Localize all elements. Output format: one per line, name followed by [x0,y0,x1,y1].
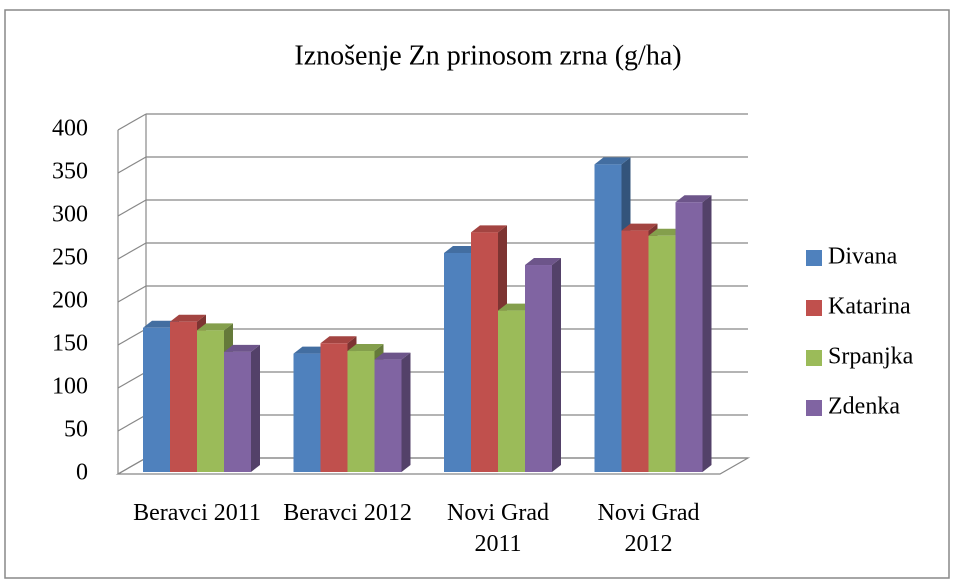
x-tick-label: Beravci 2011 [133,500,261,526]
grid-line-side [117,328,147,346]
y-tick-label: 350 [52,159,88,185]
bar [444,252,471,472]
legend-label: Katarina [828,294,911,320]
bar [170,321,197,472]
legend-label: Divana [828,244,898,270]
legend-swatch [806,300,822,316]
x-tick-label: Novi Grad 2012 [597,500,700,557]
bar-top [621,223,658,231]
bar-side [401,352,411,472]
y-tick-label: 250 [52,245,88,271]
grid-line-side [117,242,147,260]
bar [621,230,649,472]
bar-top [471,225,507,233]
bar-top [374,352,411,360]
grid-line-side [117,414,147,432]
bar-top [525,258,561,266]
bar [648,235,676,472]
legend-swatch [806,350,822,366]
bar-top [197,323,233,331]
bar [320,343,348,472]
bar [525,265,552,472]
y-tick-label: 150 [52,331,88,357]
legend-label: Zdenka [828,394,900,420]
bar [594,164,622,472]
bar-side [251,344,260,472]
chart-title: Iznošenje Zn prinosom zrna (g/ha) [294,40,681,71]
bar [293,353,321,472]
bar [197,330,224,472]
grid-line-side [117,371,147,389]
grid-line-side [117,199,147,217]
x-tick-label: Beravci 2012 [283,500,412,526]
bar-top [347,344,384,352]
bar [498,310,525,472]
legend-label: Srpanjka [828,344,914,370]
floor [115,457,751,475]
y-tick-label: 100 [52,374,88,400]
bar [224,351,251,472]
bar-top [320,336,357,344]
bar-top [594,157,631,165]
bar-top [170,314,206,322]
bar [675,202,703,473]
y-tick-label: 300 [52,202,88,228]
y-tick-label: 0 [76,460,88,486]
bar [347,351,375,472]
bar-top [224,344,260,352]
y-tick-label: 200 [52,288,88,314]
grid-line-side [117,113,147,131]
bar [471,232,498,472]
grid-line-side [117,285,147,303]
bar-side [702,195,712,473]
legend-swatch [806,400,822,416]
grid-line-side [117,156,147,174]
y-tick-label: 50 [64,417,88,443]
x-tick-label: Novi Grad 2011 [447,500,549,557]
bar-side [552,258,561,472]
bar [374,359,402,472]
y-tick-label: 400 [52,116,88,142]
bar [143,327,170,472]
bar-top [675,195,712,203]
legend-swatch [806,250,822,266]
